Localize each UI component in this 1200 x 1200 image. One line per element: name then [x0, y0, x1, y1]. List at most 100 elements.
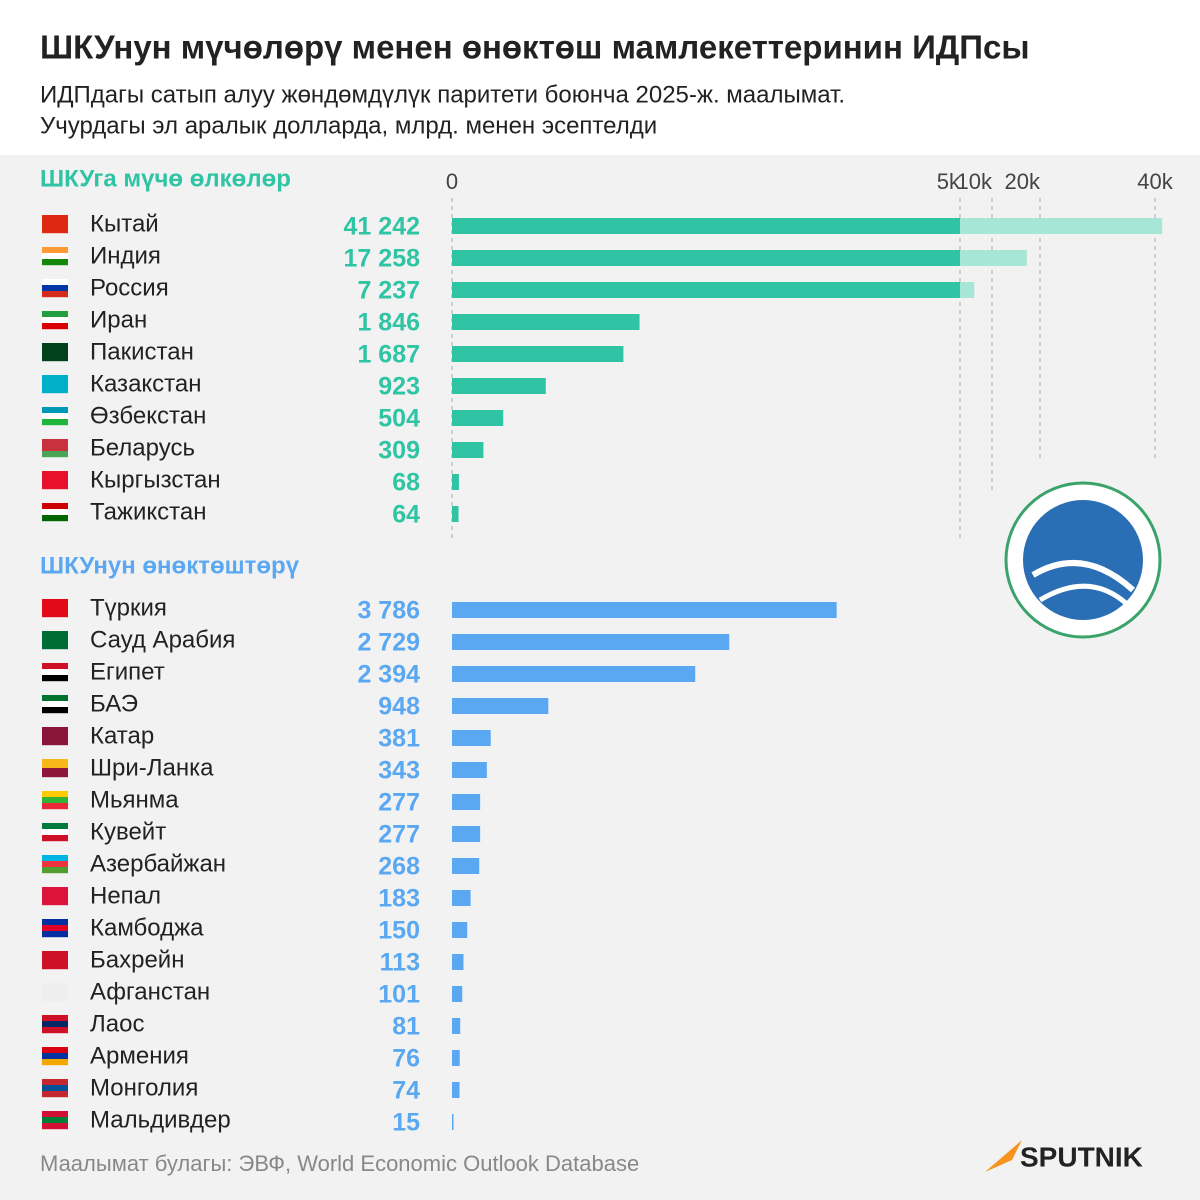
flag — [42, 791, 68, 798]
value-label: 2 394 — [357, 661, 420, 689]
category-label: Сауд Арабия — [90, 626, 235, 653]
flag — [42, 279, 68, 286]
value-label: 7 237 — [357, 277, 420, 305]
flag — [42, 701, 68, 708]
subtitle: Учурдагы эл аралык долларда, млрд. менен… — [40, 112, 657, 139]
flag — [42, 599, 68, 618]
value-label: 81 — [392, 1013, 420, 1041]
flag — [42, 291, 68, 298]
bar — [452, 666, 696, 682]
value-label: 277 — [378, 821, 420, 849]
flag — [42, 515, 68, 522]
x-tick-label: 20k — [1005, 169, 1041, 194]
value-label: 343 — [378, 757, 420, 785]
value-label: 113 — [380, 949, 420, 977]
flag — [42, 451, 68, 458]
flag — [42, 1117, 68, 1124]
flag — [42, 1027, 68, 1034]
flag — [42, 311, 68, 318]
flag — [42, 317, 68, 324]
category-label: Түркия — [90, 594, 167, 621]
category-label: Камбоджа — [90, 914, 204, 941]
brand: SPUTNIK — [1020, 1141, 1143, 1172]
category-label: Кыргызстан — [90, 466, 221, 493]
source: Маалымат булагы: ЭВФ, World Economic Out… — [40, 1151, 639, 1176]
value-label: 183 — [378, 885, 420, 913]
bar — [452, 346, 624, 362]
bar — [452, 1018, 461, 1034]
bar — [452, 282, 975, 298]
value-label: 17 258 — [344, 245, 421, 273]
flag — [42, 931, 68, 938]
flag — [42, 1091, 68, 1098]
category-label: Бахрейн — [90, 946, 184, 973]
flag — [42, 727, 68, 746]
flag — [42, 919, 68, 926]
flag — [42, 925, 68, 932]
flag — [42, 413, 68, 420]
bar — [452, 890, 471, 906]
flag — [42, 797, 68, 804]
bar — [452, 602, 837, 618]
category-label: Египет — [90, 658, 165, 685]
category-label: Шри-Ланка — [90, 754, 214, 781]
value-label: 15 — [392, 1109, 420, 1137]
bar — [452, 634, 730, 650]
x-tick-label: 10k — [957, 169, 993, 194]
flag — [42, 768, 68, 778]
value-label: 101 — [378, 981, 420, 1009]
bar — [452, 986, 463, 1002]
flag — [42, 1111, 68, 1118]
flag — [42, 951, 68, 970]
flag — [42, 215, 68, 234]
flag — [42, 675, 68, 682]
category-label: Кувейт — [90, 818, 166, 845]
flag — [42, 419, 68, 426]
flag — [42, 503, 68, 510]
value-label: 268 — [378, 853, 420, 881]
sco-emblem — [1004, 481, 1162, 639]
value-label: 76 — [392, 1045, 420, 1073]
value-label: 504 — [378, 405, 420, 433]
category-label: БАЭ — [90, 690, 138, 717]
value-label: 2 729 — [357, 629, 420, 657]
flag — [42, 1021, 68, 1028]
category-label: Мьянма — [90, 786, 179, 813]
bar — [452, 250, 1027, 266]
flag — [42, 253, 68, 260]
flag — [42, 983, 68, 1002]
x-tick-label: 0 — [446, 169, 458, 194]
flag — [42, 1059, 68, 1066]
flag — [42, 1053, 68, 1060]
category-label: Мальдивдер — [90, 1106, 231, 1133]
category-label: Азербайжан — [90, 850, 226, 877]
flag — [42, 835, 68, 842]
value-label: 64 — [392, 501, 420, 529]
flag — [42, 861, 68, 868]
flag — [42, 855, 68, 862]
flag — [42, 803, 68, 810]
flag — [42, 439, 68, 446]
flag — [42, 471, 68, 490]
bar — [452, 1114, 454, 1130]
subtitle: ИДПдагы сатып алуу жөндөмдүлүк паритети … — [40, 81, 845, 108]
legend-entry: ШКУнун өнөктөштөрү — [40, 552, 300, 579]
bar — [452, 954, 464, 970]
value-label: 41 242 — [344, 213, 420, 241]
flag — [42, 509, 68, 516]
value-label: 923 — [378, 373, 420, 401]
value-label: 3 786 — [357, 597, 420, 625]
category-label: Россия — [90, 274, 169, 301]
bar — [452, 794, 481, 810]
bar — [452, 506, 459, 522]
category-label: Өзбекстан — [90, 402, 206, 429]
legend-entry: ШКУга мүчө өлкөлөр — [40, 165, 291, 192]
bar — [452, 762, 487, 778]
flag — [42, 375, 68, 394]
flag — [42, 823, 68, 830]
category-label: Иран — [90, 306, 147, 333]
value-label: 381 — [378, 725, 420, 753]
value-label: 1 687 — [357, 341, 420, 369]
value-label: 277 — [378, 789, 420, 817]
